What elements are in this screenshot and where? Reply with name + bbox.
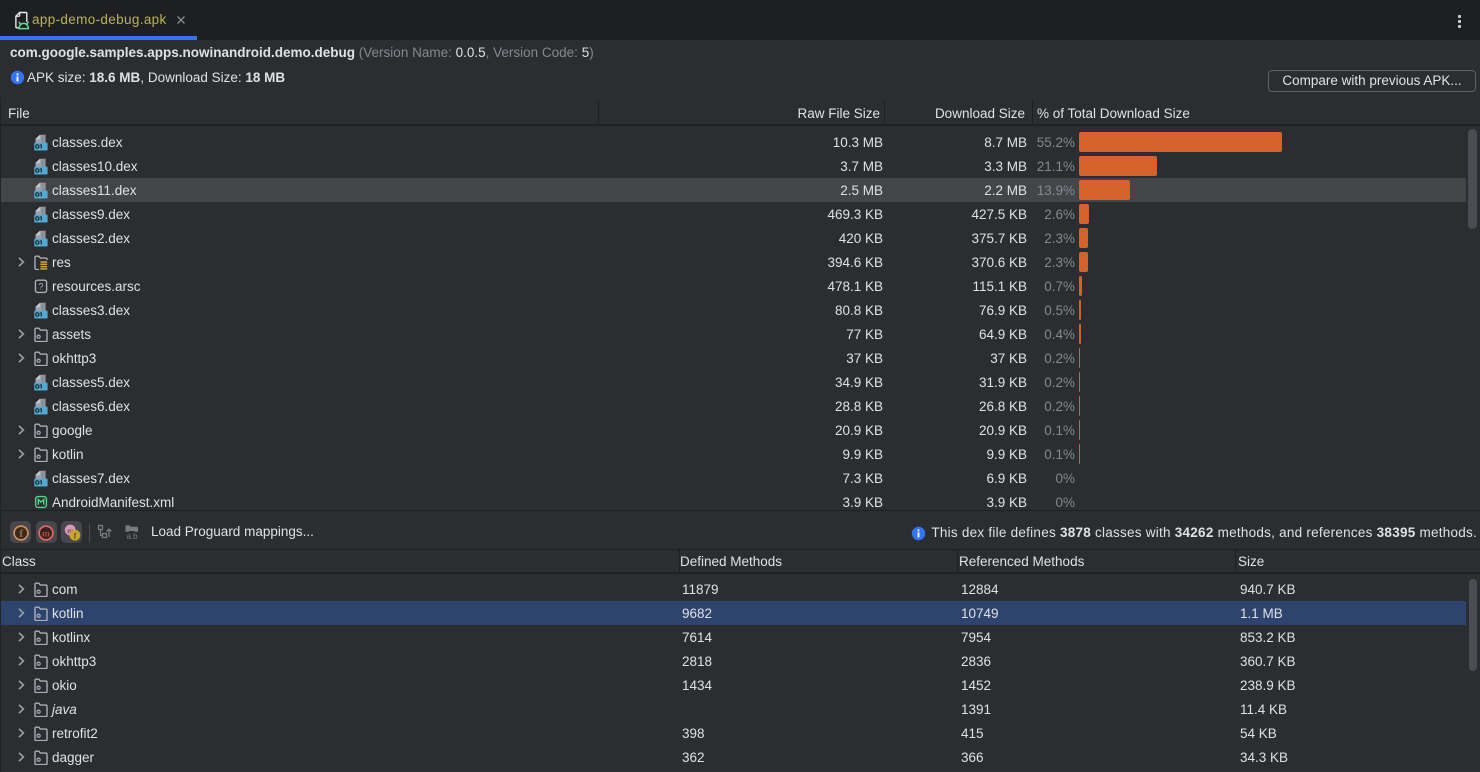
svg-text:?: ? <box>38 282 43 292</box>
svg-text:m: m <box>67 526 74 535</box>
svg-text:a.b: a.b <box>126 532 138 541</box>
svg-text:f: f <box>74 530 77 540</box>
svg-text:f: f <box>19 528 23 540</box>
svg-text:m: m <box>42 529 50 539</box>
